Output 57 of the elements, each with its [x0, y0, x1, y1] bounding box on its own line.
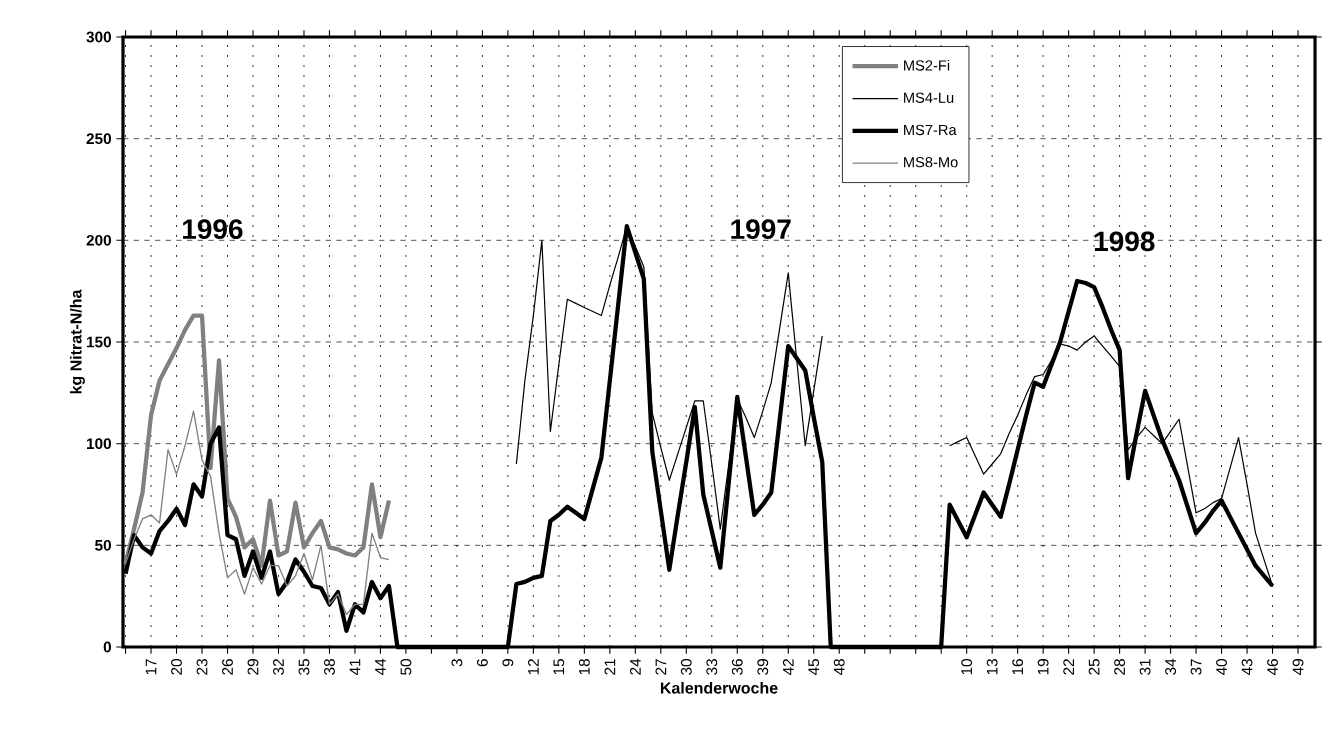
x-tick-label: 9 [502, 659, 514, 667]
y-tick-label: 50 [95, 539, 111, 551]
y-tick-label: 250 [86, 133, 111, 145]
x-tick-label: 12 [528, 659, 539, 675]
x-tick-label: 33 [706, 659, 718, 675]
annotation: 1996 [183, 219, 243, 240]
x-tick-label: 26 [222, 659, 233, 675]
y-tick-label: 100 [87, 438, 111, 450]
x-tick-label: 34 [1165, 658, 1177, 675]
x-tick-label: 20 [171, 658, 182, 675]
legend-label: MS2-Fi [904, 59, 950, 71]
x-tick-label: 45 [808, 659, 820, 676]
x-tick-label: 46 [1267, 659, 1278, 676]
x-tick-label: 38 [324, 659, 335, 675]
x-tick-label: 50 [400, 658, 412, 675]
x-tick-label: 42 [782, 659, 794, 676]
x-tick-label: 48 [833, 659, 845, 676]
x-tick-label: 29 [247, 659, 259, 675]
y-tick-label: 0 [103, 641, 111, 653]
x-tick-label: 16 [1012, 659, 1024, 675]
x-tick-label: 22 [1063, 659, 1074, 675]
x-tick-label: 28 [1114, 659, 1126, 675]
x-tick-label: 25 [1088, 659, 1100, 675]
x-tick-label: 49 [1292, 659, 1304, 676]
x-tick-label: 32 [273, 659, 284, 675]
annotation: 1997 [731, 219, 791, 240]
x-tick-label: 27 [655, 659, 667, 675]
x-tick-label: 19 [1037, 659, 1049, 675]
x-tick-label: 23 [196, 659, 208, 675]
x-tick-label: 36 [731, 659, 743, 675]
x-tick-label: 24 [629, 658, 641, 675]
x-tick-label: 31 [1139, 659, 1151, 675]
x-tick-label: 41 [349, 659, 361, 676]
x-tick-label: 30 [680, 658, 692, 675]
y-axis-title: kg Nitrat-N/ha [69, 289, 85, 394]
x-axis-title: Kalenderwoche [660, 681, 778, 694]
legend-label: MS4-Lu [904, 92, 954, 103]
y-tick-label: 150 [87, 336, 111, 348]
annotation: 1998 [1094, 231, 1155, 252]
legend-label: MS8-Mo [904, 157, 958, 168]
x-tick-label: 21 [604, 659, 616, 675]
x-tick-label: 44 [375, 658, 386, 676]
x-tick-label: 6 [476, 659, 488, 667]
x-tick-label: 40 [1216, 658, 1227, 676]
x-tick-label: 17 [145, 659, 157, 675]
x-tick-label: 37 [1190, 659, 1202, 675]
x-tick-label: 10 [961, 658, 973, 675]
y-tick-label: 200 [86, 234, 111, 246]
x-tick-label: 39 [757, 659, 769, 675]
x-tick-label: 13 [986, 659, 998, 675]
x-tick-label: 15 [553, 659, 565, 675]
x-tick-label: 35 [298, 659, 310, 675]
x-tick-label: 43 [1241, 659, 1253, 676]
x-tick-label: 18 [578, 659, 590, 675]
y-tick-label: 300 [86, 31, 111, 43]
x-tick-label: 3 [451, 659, 463, 667]
legend-label: MS7-Ra [904, 124, 957, 136]
